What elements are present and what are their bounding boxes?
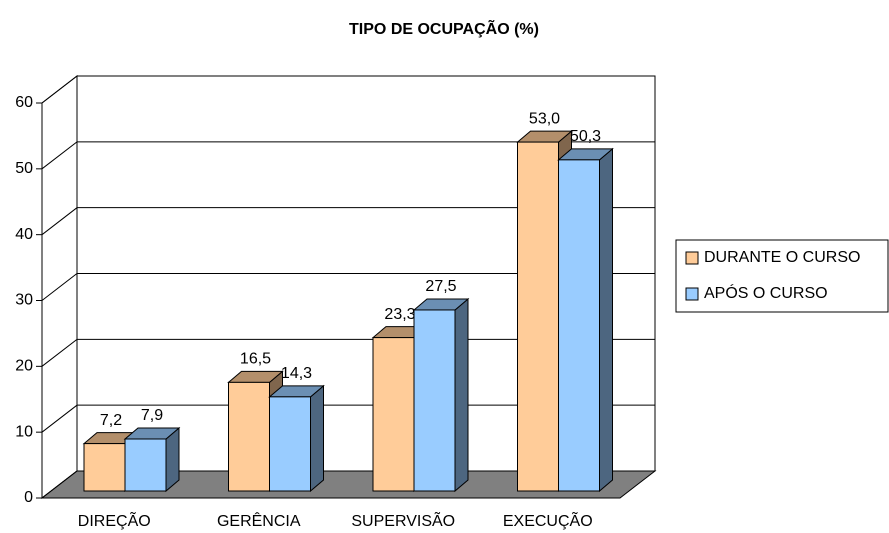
value-label: 16,5 <box>240 351 271 368</box>
x-tick-label: DIREÇÃO <box>78 510 151 530</box>
value-label: 50,3 <box>570 128 601 145</box>
legend-swatch <box>685 251 699 265</box>
y-tick-label: 50 <box>15 160 33 177</box>
legend-swatch <box>685 287 699 301</box>
y-tick-label: 40 <box>15 226 33 243</box>
y-tick-label: 10 <box>15 423 33 440</box>
grid-line <box>41 207 655 236</box>
legend-label: DURANTE O CURSO <box>704 249 860 266</box>
bar <box>124 438 167 492</box>
value-label: 7,2 <box>100 412 122 429</box>
value-label: 23,3 <box>384 306 415 323</box>
bar <box>413 309 456 492</box>
bar <box>558 159 600 492</box>
grid-line <box>41 75 655 104</box>
value-label: 27,5 <box>425 278 456 295</box>
y-tick-label: 30 <box>15 292 33 309</box>
y-tick-label: 0 <box>24 489 33 506</box>
y-tick-label: 60 <box>15 94 33 111</box>
bar <box>372 337 415 492</box>
value-label: 7,9 <box>141 407 163 424</box>
x-tick-label: EXECUÇÃO <box>503 510 593 530</box>
bar <box>83 443 126 492</box>
value-label: 53,0 <box>529 110 560 127</box>
bar <box>228 381 270 492</box>
bar-side <box>599 147 613 493</box>
x-tick-label: SUPERVISÃO <box>351 510 455 530</box>
value-label: 14,3 <box>281 365 312 382</box>
chart-title: TIPO DE OCUPAÇÃO (%) <box>349 18 539 38</box>
legend-label: APÓS O CURSO <box>704 283 828 302</box>
bar-side <box>310 384 324 493</box>
bar <box>269 396 311 492</box>
grid-line <box>41 141 655 170</box>
bar <box>517 141 559 492</box>
y-tick-label: 20 <box>15 358 33 375</box>
x-tick-label: GERÊNCIA <box>217 511 301 530</box>
legend-box <box>675 239 889 313</box>
bar-side <box>454 297 469 493</box>
grid-line <box>41 273 655 301</box>
